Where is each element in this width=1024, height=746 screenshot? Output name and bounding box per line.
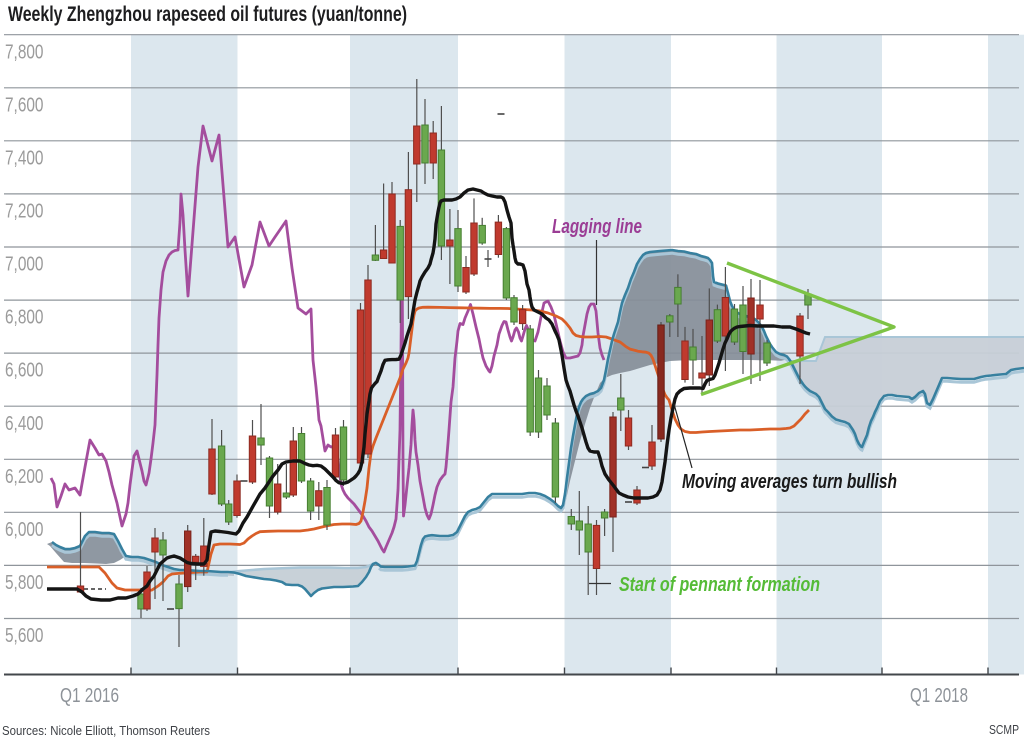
svg-text:Start of pennant formation: Start of pennant formation [619, 574, 820, 596]
svg-text:Sources: Nicole Elliott, Thoms: Sources: Nicole Elliott, Thomson Reuters [2, 723, 210, 738]
svg-text:7,600: 7,600 [5, 94, 44, 116]
svg-text:7,200: 7,200 [5, 201, 44, 223]
svg-text:6,800: 6,800 [5, 307, 44, 329]
svg-text:6,200: 6,200 [5, 466, 44, 488]
svg-text:SCMP: SCMP [989, 722, 1019, 737]
svg-text:5,800: 5,800 [5, 572, 44, 594]
svg-text:7,400: 7,400 [5, 147, 44, 169]
svg-text:7,800: 7,800 [5, 41, 44, 63]
svg-text:6,600: 6,600 [5, 360, 44, 382]
svg-text:Q1 2016: Q1 2016 [60, 685, 119, 707]
svg-text:Lagging line: Lagging line [552, 216, 642, 238]
svg-text:5,600: 5,600 [5, 625, 44, 647]
svg-text:6,400: 6,400 [5, 413, 44, 435]
svg-text:Weekly Zhengzhou rapeseed oil: Weekly Zhengzhou rapeseed oil futures (y… [8, 3, 407, 26]
svg-text:7,000: 7,000 [5, 254, 44, 276]
svg-text:Moving averages turn bullish: Moving averages turn bullish [682, 471, 897, 493]
svg-text:6,000: 6,000 [5, 519, 44, 541]
svg-text:Q1 2018: Q1 2018 [910, 685, 968, 707]
